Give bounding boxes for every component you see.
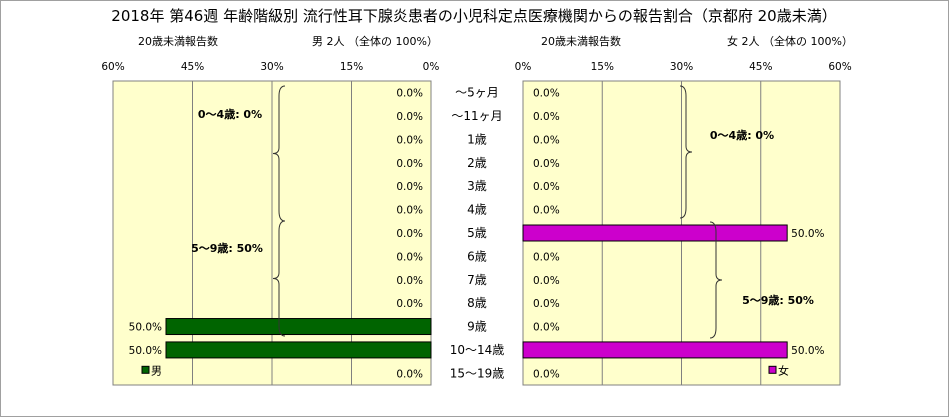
male-bracket-5-9 [272,220,286,337]
male-value-label: 0.0% [396,158,423,170]
male-value-label: 0.0% [396,181,423,193]
male-header-total: 男 2人 （全体の 100%） [312,34,438,48]
category-label: 15～19歳 [450,366,505,380]
male-value-label: 50.0% [129,345,162,357]
male-group-label: 5～9歳: 50% [191,241,263,255]
male-value-label: 0.0% [396,88,423,100]
female-value-label: 0.0% [533,322,560,334]
female-x-tick-label: 30% [670,61,693,73]
male-value-label: 0.0% [396,275,423,287]
male-value-label: 0.0% [396,134,423,146]
category-label: 2歳 [467,156,487,170]
female-header-total: 女 2人 （全体の 100%） [727,34,853,48]
female-value-label: 0.0% [533,111,560,123]
female-x-tick-label: 60% [828,61,851,73]
category-label: 9歳 [467,320,487,334]
male-value-label: 0.0% [396,368,423,380]
female-value-label: 0.0% [533,298,560,310]
male-value-label: 0.0% [396,251,423,263]
male-legend-swatch [141,365,150,374]
female-bar [522,341,788,359]
female-bar [522,224,788,242]
male-bracket-0-4 [272,85,286,222]
male-x-tick-label: 15% [340,61,363,73]
female-bracket-0-4 [679,85,693,219]
female-value-label: 0.0% [533,134,560,146]
male-value-label: 0.0% [396,205,423,217]
female-value-label: 50.0% [791,345,824,357]
female-value-label: 0.0% [533,368,560,380]
category-label: 10～14歳 [450,343,505,357]
male-value-label: 50.0% [129,322,162,334]
category-label: 7歳 [467,273,487,287]
male-x-tick-label: 45% [181,61,204,73]
female-value-label: 0.0% [533,251,560,263]
female-legend-label: 女 [778,363,789,377]
male-header-count-label: 20歳未満報告数 [138,35,218,48]
male-value-label: 0.0% [396,228,423,240]
female-legend-swatch [768,365,777,374]
female-header-count-label: 20歳未満報告数 [541,35,621,48]
female-value-label: 0.0% [533,275,560,287]
category-label: 5歳 [467,226,487,240]
category-label: 3歳 [467,179,487,193]
female-x-tick-label: 15% [591,61,614,73]
male-x-tick-label: 60% [101,61,124,73]
category-label: 1歳 [467,132,487,146]
male-value-label: 0.0% [396,298,423,310]
female-x-tick-label: 45% [749,61,772,73]
category-label: 4歳 [467,203,487,217]
male-legend-label: 男 [151,364,162,377]
male-group-label: 0～4歳: 0% [198,107,262,121]
category-label: ～11ヶ月 [451,109,502,123]
female-value-label: 0.0% [533,181,560,193]
male-x-tick-label: 0% [423,61,440,73]
category-label: 8歳 [467,296,487,310]
female-x-tick-label: 0% [515,61,532,73]
male-bar [165,318,432,336]
male-value-label: 0.0% [396,111,423,123]
female-value-label: 0.0% [533,205,560,217]
chart-title: 2018年 第46週 年齢階級別 流行性耳下腺炎患者の小児科定点医療機関からの報… [111,7,836,25]
female-group-label: 5～9歳: 50% [742,293,814,307]
category-label: 6歳 [467,249,487,263]
female-bracket-5-9 [709,221,723,339]
male-x-tick-label: 30% [260,61,283,73]
female-value-label: 0.0% [533,88,560,100]
female-group-label: 0～4歳: 0% [710,128,774,142]
female-value-label: 50.0% [791,228,824,240]
category-label: ～5ヶ月 [455,86,499,100]
female-value-label: 0.0% [533,158,560,170]
male-bar [165,341,432,359]
